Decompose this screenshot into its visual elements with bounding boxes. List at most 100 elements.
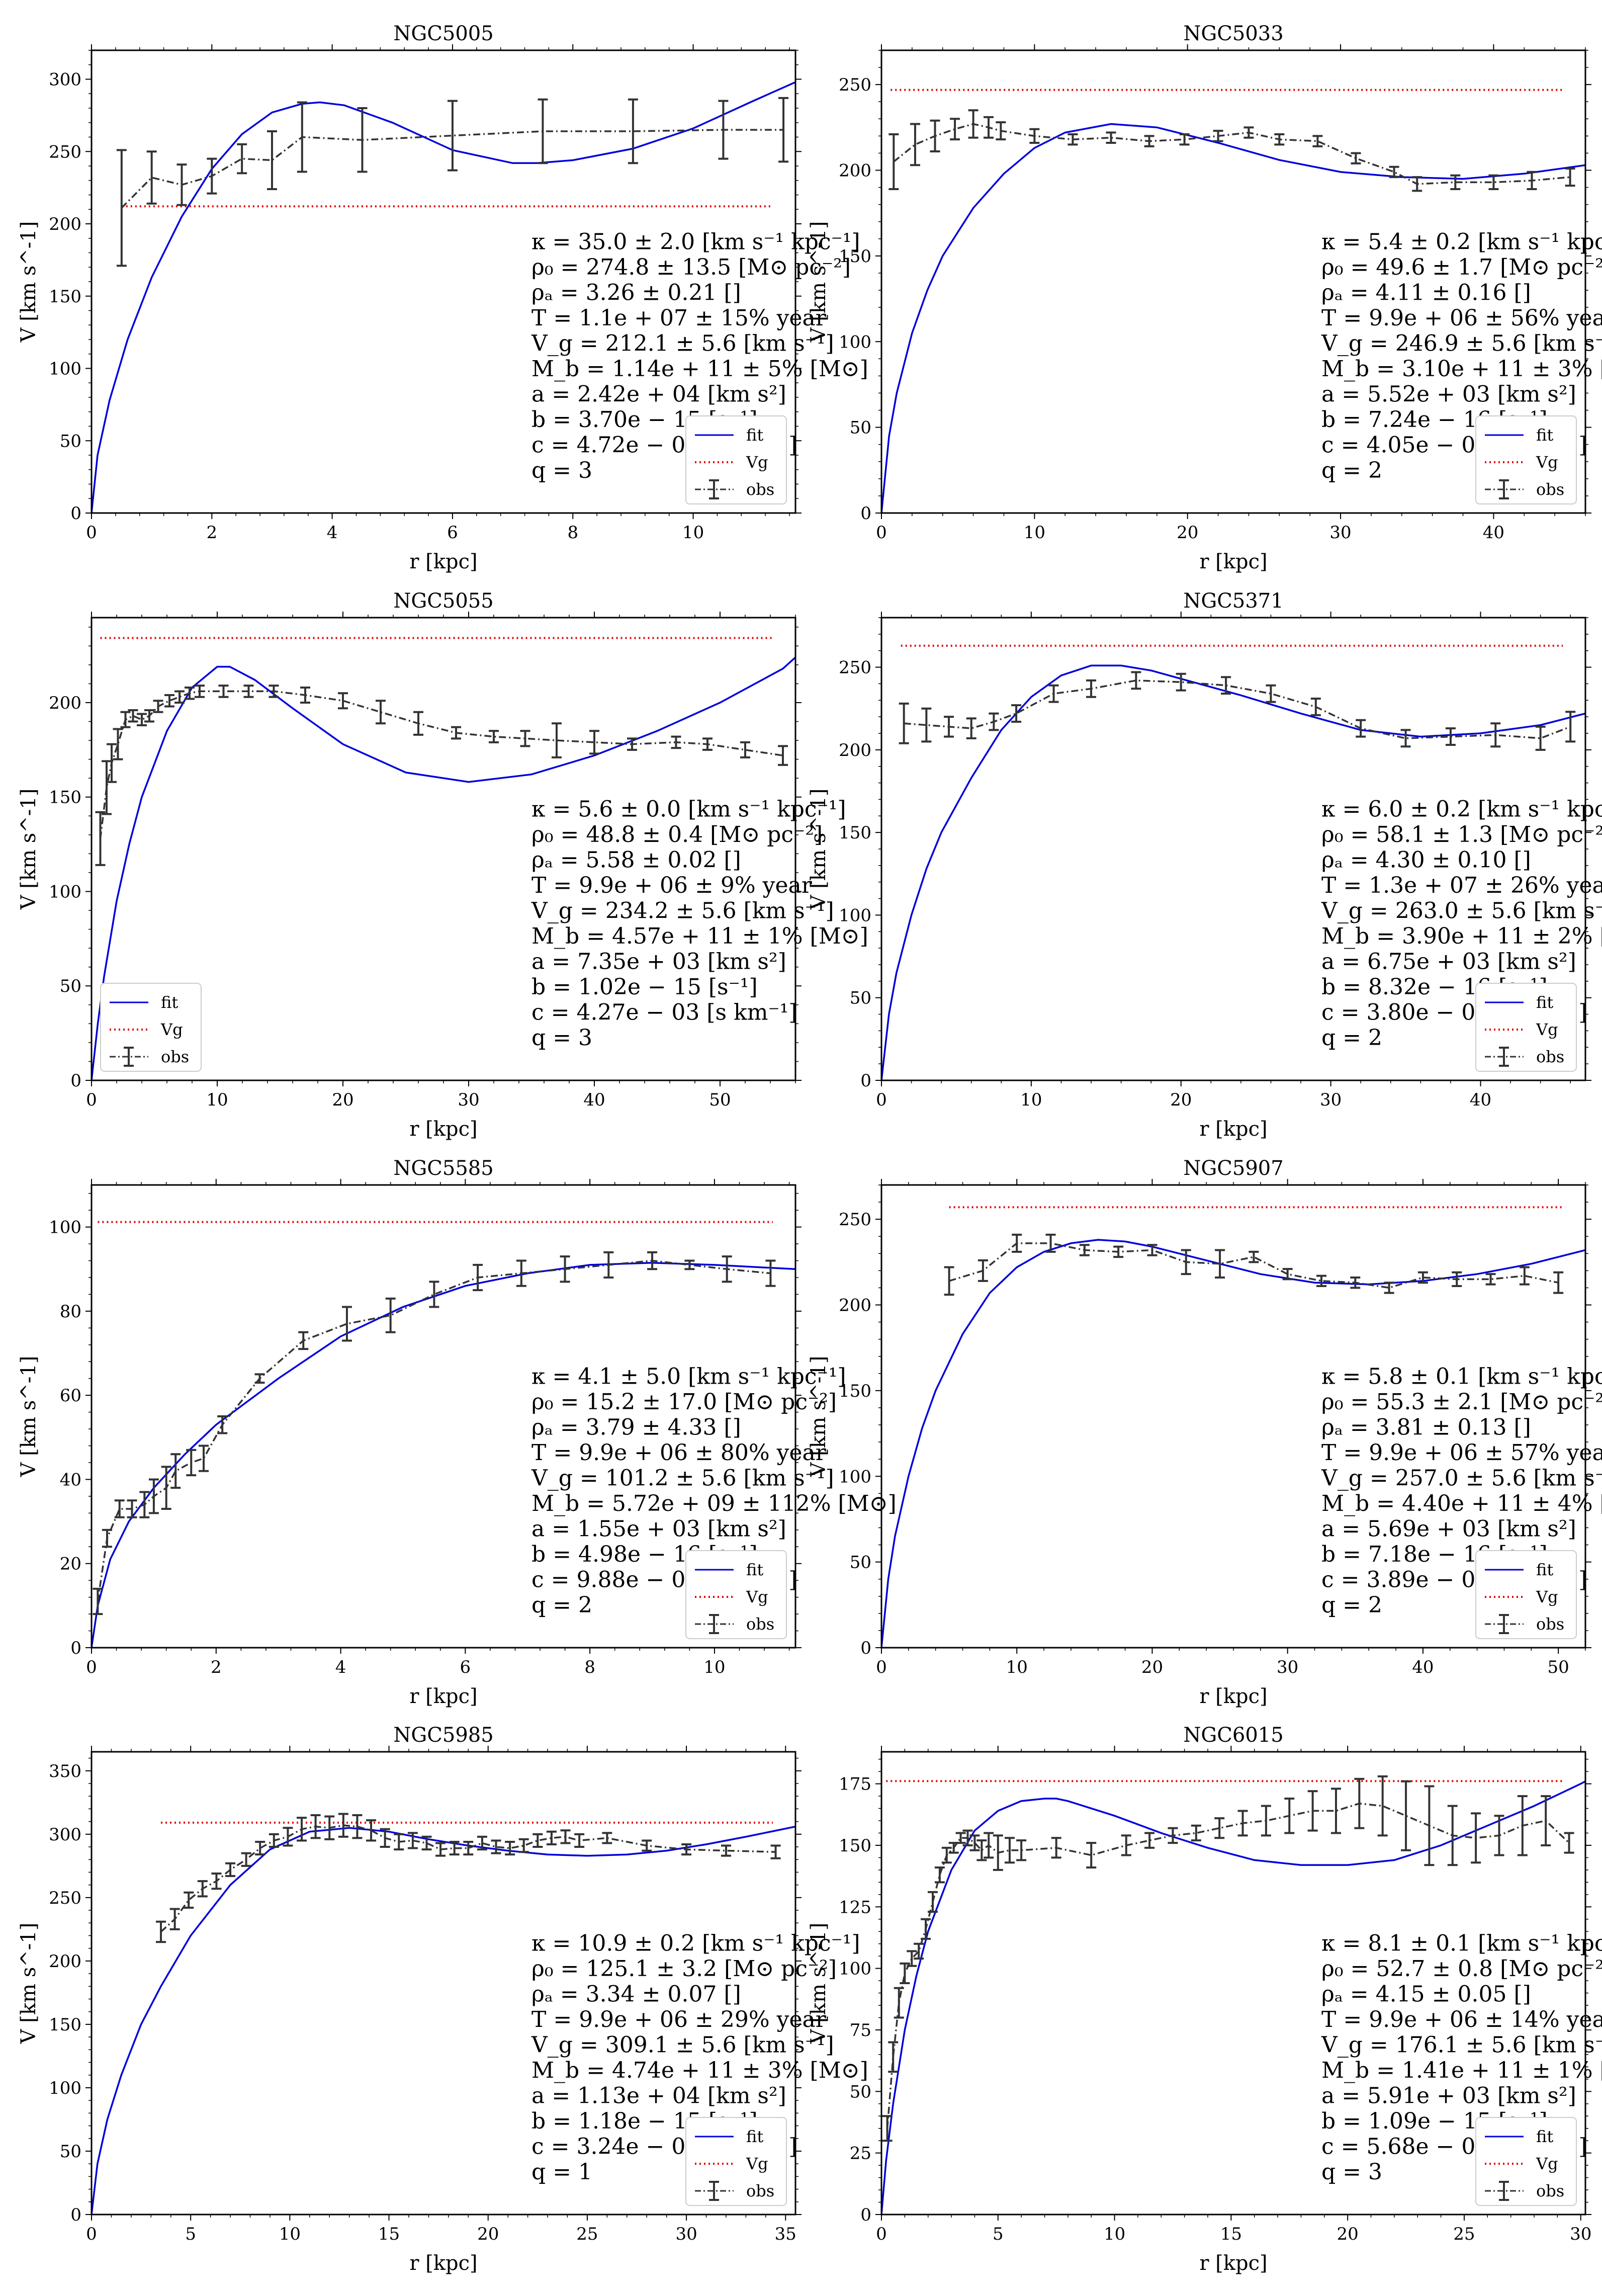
y-tick-label: 0 [70, 2205, 81, 2225]
fit-parameter: a = 1.13e + 04 [km s²] [531, 2083, 786, 2109]
fit-parameter: ρₐ = 3.34 ± 0.07 [] [531, 1982, 741, 2007]
y-tick-label: 100 [49, 359, 81, 379]
fit-parameter: V_g = 263.0 ± 5.6 [km s⁻¹] [1321, 898, 1602, 924]
y-axis-label: V [km s^-1] [807, 221, 830, 343]
y-tick-label: 200 [49, 1951, 81, 1972]
legend-label-obs: obs [1536, 2181, 1564, 2200]
obs-curve [893, 123, 1570, 185]
x-axis-label: r [kpc] [1199, 1685, 1267, 1708]
x-tick-label: 2 [211, 1657, 222, 1677]
fit-curve [881, 123, 1585, 513]
y-tick-label: 250 [839, 75, 871, 95]
y-axis-label: V [km s^-1] [807, 1356, 830, 1478]
chart-panel-ngc6015: NGC6015 0 5 10 15 20 25 30 0 25 50 75 100 125 150 175 r … [807, 1724, 1602, 2275]
x-tick-label: 10 [1024, 523, 1045, 543]
x-tick-label: 0 [876, 1657, 887, 1677]
legend: fit Vg obs [685, 415, 787, 504]
fit-parameter: M_b = 1.14e + 11 ± 5% [M⊙] [531, 356, 868, 382]
x-axis-label: r [kpc] [1199, 1118, 1267, 1141]
fit-parameter: κ = 8.1 ± 0.1 [km s⁻¹ kpc⁻¹] [1321, 1931, 1602, 1957]
fit-parameter: T = 1.1e + 07 ± 15% year [531, 305, 827, 331]
legend-label-vg: Vg [1536, 1020, 1558, 1039]
fit-parameter: κ = 5.6 ± 0.0 [km s⁻¹ kpc⁻¹] [531, 797, 846, 822]
fit-parameter: T = 1.3e + 07 ± 26% year [1321, 873, 1602, 898]
y-tick-label: 50 [60, 2142, 81, 2162]
plot-frame [91, 617, 796, 1081]
chart-title: NGC5033 [1183, 22, 1283, 45]
legend-box [1475, 1550, 1577, 1639]
fit-curve [92, 81, 795, 513]
y-axis-label: V [km s^-1] [17, 221, 40, 343]
fit-parameter: q = 1 [531, 2159, 592, 2185]
chart-title: NGC5907 [1183, 1157, 1283, 1180]
plot-frame [91, 1751, 796, 2216]
y-tick-label: 200 [49, 693, 81, 713]
plot-data [92, 637, 795, 1080]
fit-parameter: q = 2 [531, 1592, 592, 1618]
fit-parameter: M_b = 3.90e + 11 ± 2% [M⊙] [1321, 923, 1602, 949]
plot-data [92, 1813, 795, 2215]
x-tick-label: 8 [567, 523, 578, 543]
chart-panel-ngc5907: NGC5907 0 10 20 30 40 50 0 50 100 150 200 250 r [kpc]… [807, 1157, 1602, 1708]
x-tick-label: 15 [378, 2224, 400, 2244]
x-tick-label: 10 [206, 1090, 228, 1110]
y-tick-label: 0 [70, 1071, 81, 1091]
fit-parameter: a = 5.69e + 03 [km s²] [1321, 1516, 1576, 1542]
legend: fit Vg obs [1475, 2117, 1577, 2206]
fit-parameter: ρₐ = 3.79 ± 4.33 [] [531, 1415, 741, 1440]
y-tick-label: 200 [839, 740, 871, 760]
fit-parameter: b = 1.02e − 15 [s⁻¹] [531, 974, 758, 1000]
x-tick-label: 0 [86, 2224, 97, 2244]
legend: fit Vg obs [685, 1550, 787, 1639]
fit-parameter: a = 5.52e + 03 [km s²] [1321, 382, 1576, 407]
x-tick-label: 15 [1220, 2224, 1242, 2244]
fit-curve [92, 1261, 795, 1648]
x-tick-label: 20 [332, 1090, 353, 1110]
x-tick-label: 40 [583, 1090, 605, 1110]
fit-parameter: a = 5.91e + 03 [km s²] [1321, 2083, 1576, 2109]
y-tick-label: 50 [850, 2082, 871, 2102]
y-tick-label: 200 [839, 1296, 871, 1316]
chart-panel-ngc5371: NGC5371 0 10 20 30 40 0 50 100 150 200 250 r [kpc] V … [807, 589, 1602, 1141]
legend-label-fit: fit [746, 1560, 763, 1579]
legend-box [1475, 2117, 1577, 2206]
fit-parameter: ρₐ = 3.26 ± 0.21 [] [531, 280, 741, 306]
y-tick-label: 20 [60, 1554, 81, 1574]
plot-frame [880, 1751, 1586, 2216]
x-tick-label: 20 [1177, 523, 1198, 543]
y-tick-label: 40 [60, 1470, 81, 1490]
y-axis-label: V [km s^-1] [807, 789, 830, 910]
chart-panel-ngc5033: NGC5033 0 10 20 30 40 0 50 100 150 200 250 r [kpc] V … [807, 22, 1602, 573]
x-axis-label: r [kpc] [409, 550, 477, 573]
legend: fit Vg obs [1475, 1550, 1577, 1639]
y-axis-label: V [km s^-1] [807, 1923, 830, 2045]
fit-parameter: V_g = 176.1 ± 5.6 [km s⁻¹] [1321, 2032, 1602, 2058]
plot-data [881, 644, 1585, 1080]
plot-data [881, 1206, 1585, 1648]
fit-parameter: T = 9.9e + 06 ± 9% year [531, 873, 813, 898]
chart-title: NGC6015 [1183, 1724, 1283, 1747]
x-tick-label: 30 [675, 2224, 697, 2244]
y-tick-label: 75 [850, 2020, 871, 2040]
y-tick-label: 150 [49, 287, 81, 307]
x-tick-label: 0 [86, 1657, 97, 1677]
y-tick-label: 100 [49, 1218, 81, 1238]
legend-label-fit: fit [746, 2127, 763, 2146]
plot-data [92, 81, 795, 513]
legend-box [100, 983, 202, 1072]
fit-parameter: a = 6.75e + 03 [km s²] [1321, 949, 1576, 975]
y-tick-label: 150 [49, 788, 81, 808]
fit-parameter: q = 3 [1321, 2159, 1382, 2185]
x-tick-label: 30 [458, 1090, 479, 1110]
legend-label-vg: Vg [1536, 1587, 1558, 1606]
y-tick-label: 50 [850, 988, 871, 1008]
chart-title: NGC5585 [393, 1157, 493, 1180]
fit-parameter: T = 9.9e + 06 ± 56% year [1321, 305, 1602, 331]
chart-title: NGC5005 [393, 22, 493, 45]
obs-curve [97, 1259, 771, 1602]
fit-parameter: M_b = 1.41e + 11 ± 1% [M⊙] [1321, 2058, 1602, 2083]
fit-parameter: κ = 6.0 ± 0.2 [km s⁻¹ kpc⁻¹] [1321, 797, 1602, 822]
legend-label-vg: Vg [746, 453, 768, 472]
x-axis-label: r [kpc] [409, 2252, 477, 2275]
